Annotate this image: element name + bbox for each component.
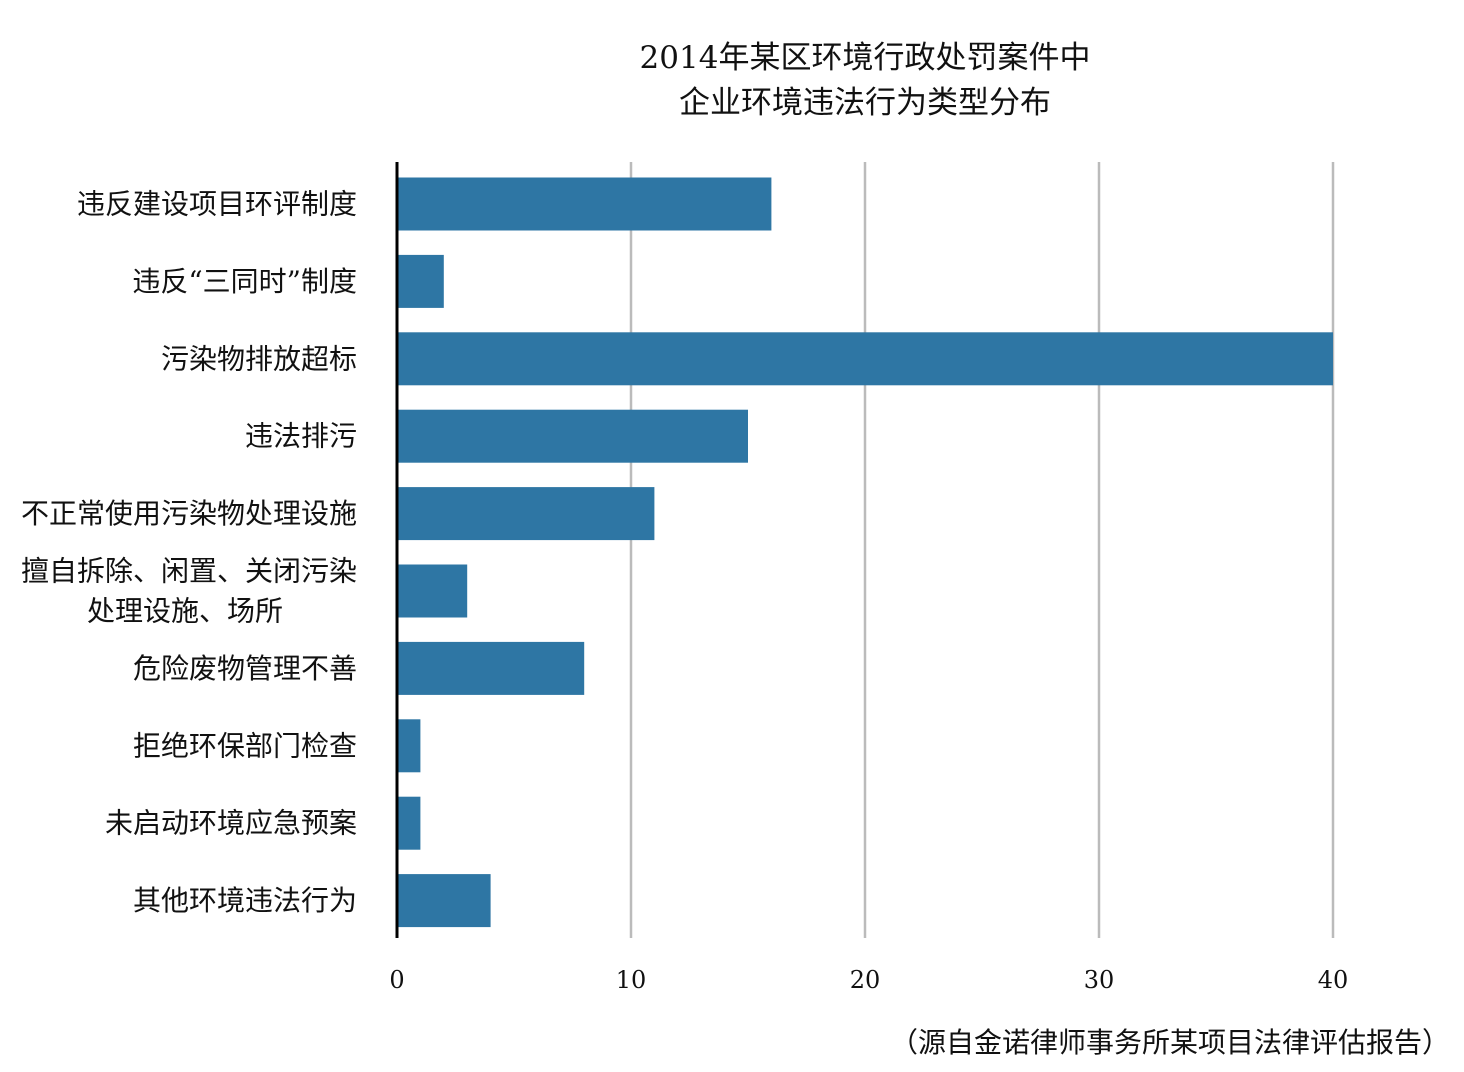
bar-3 [397, 409, 748, 463]
chart-title-line-2: 企业环境违法行为类型分布 [679, 85, 1051, 121]
bars [397, 177, 1333, 928]
category-labels: 违反建设项目环评制度违反“三同时”制度污染物排放超标违法排污不正常使用污染物处理… [21, 188, 357, 918]
bar-9 [397, 874, 491, 928]
bar-1 [397, 254, 444, 308]
category-label-5-line-1: 处理设施、场所 [87, 595, 283, 628]
gridlines [629, 162, 1335, 938]
bar-0 [397, 177, 772, 231]
category-label-7: 拒绝环保部门检查 [133, 729, 357, 762]
chart-title: 2014年某区环境行政处罚案件中 企业环境违法行为类型分布 [560, 36, 1170, 126]
bar-6 [397, 641, 585, 695]
source-note: （源自金诺律师事务所某项目法律评估报告） [889, 1026, 1450, 1059]
x-tick-label-10: 10 [616, 966, 647, 994]
bar-7 [397, 719, 421, 773]
x-tick-label-40: 40 [1318, 966, 1349, 994]
x-tick-label-20: 20 [850, 966, 881, 994]
tick-labels: 0 10 20 30 40 [389, 966, 1348, 994]
category-label-0: 违反建设项目环评制度 [77, 188, 357, 221]
bar-8 [397, 796, 421, 850]
bar-2 [397, 332, 1333, 386]
x-tick-label-30: 30 [1084, 966, 1115, 994]
category-label-5-line-0: 擅自拆除、闲置、关闭污染 [21, 555, 357, 588]
category-label-9: 其他环境违法行为 [133, 884, 357, 917]
category-label-6: 危险废物管理不善 [133, 652, 357, 685]
bar-5 [397, 564, 468, 618]
x-tick-label-0: 0 [389, 966, 404, 994]
category-label-8: 未启动环境应急预案 [105, 807, 357, 840]
category-label-4: 不正常使用污染物处理设施 [21, 497, 357, 530]
bar-4 [397, 487, 655, 541]
category-label-1: 违反“三同时”制度 [132, 265, 357, 298]
category-label-3: 违法排污 [245, 420, 357, 453]
chart-title-line-1: 2014年某区环境行政处罚案件中 [639, 40, 1091, 76]
category-label-2: 污染物排放超标 [161, 342, 357, 375]
